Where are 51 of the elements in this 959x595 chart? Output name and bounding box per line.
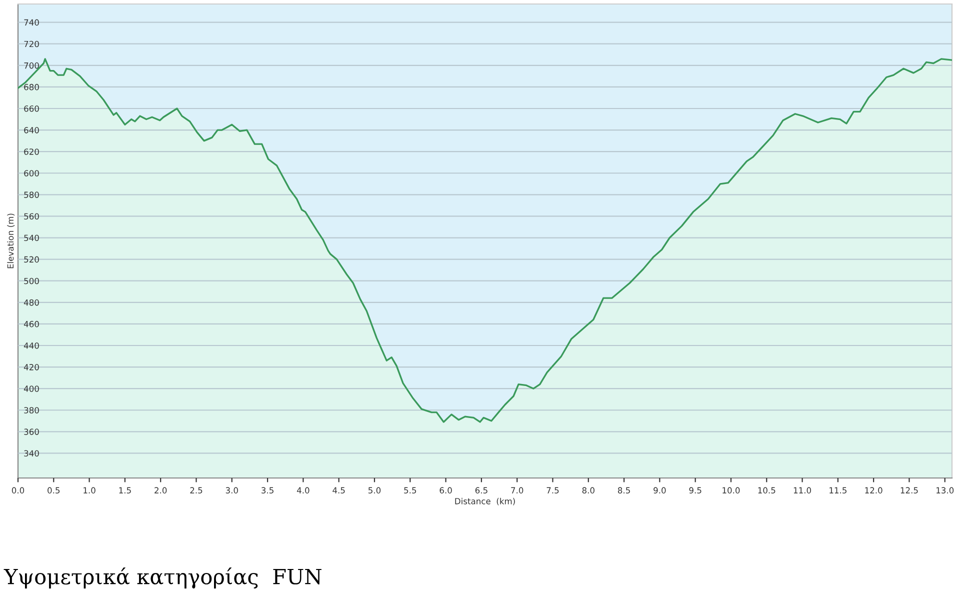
x-tick-label: 3.0 (226, 487, 238, 494)
y-tick-label: 480 (24, 299, 39, 306)
x-tick-label: 6.0 (440, 487, 452, 494)
x-tick-label: 2.0 (154, 487, 167, 494)
y-tick-label: 620 (24, 148, 39, 155)
text: Υψομετρικά κατηγορίας FUN (4, 567, 322, 588)
y-tick-label: 740 (24, 19, 39, 26)
y-tick-label: 660 (24, 105, 39, 112)
x-tick-label: 13.0 (936, 487, 954, 494)
y-tick-label: 440 (24, 342, 39, 349)
y-tick-label: 400 (24, 386, 39, 392)
y-tick-label: 520 (24, 256, 39, 263)
x-tick-label: 12.0 (865, 487, 882, 494)
y-tick-label: 560 (24, 213, 39, 220)
x-tick-label: 6.5 (475, 487, 488, 494)
x-tick-label: 11.0 (794, 487, 811, 494)
x-tick-label: 1.0 (84, 487, 96, 494)
x-tick-label: 5.5 (404, 487, 416, 494)
y-tick-label: 380 (24, 407, 39, 414)
y-tick-label: 720 (24, 40, 39, 48)
x-tick-label: 0.0 (12, 487, 24, 494)
y-tick-label: 640 (24, 127, 39, 134)
x-tick-label: 9.5 (689, 487, 702, 494)
x-tick-label: 8.5 (618, 487, 630, 494)
x-tick-label: 12.5 (900, 487, 918, 494)
x-axis-title: Distance (km) (455, 498, 515, 506)
x-tick-label: 10.5 (758, 487, 776, 494)
x-tick-label: 3.5 (262, 487, 274, 494)
y-tick-label: 420 (24, 364, 39, 370)
y-tick-label: 360 (24, 428, 39, 435)
x-tick-label: 5.0 (368, 487, 381, 494)
x-tick-label: 9.0 (654, 487, 666, 494)
y-tick-label: 600 (24, 170, 39, 176)
y-tick-label: 680 (24, 84, 39, 90)
x-tick-label: 1.5 (119, 487, 131, 494)
x-tick-label: 10.0 (722, 487, 740, 494)
x-tick-label: 7.5 (546, 487, 559, 494)
y-tick-label: 700 (24, 62, 39, 69)
y-axis-title: Elevation (m) (7, 214, 15, 268)
x-tick-label: 0.5 (48, 487, 60, 494)
y-tick-label: 340 (24, 450, 39, 457)
y-tick-label: 540 (24, 234, 39, 242)
x-tick-label: 11.5 (830, 487, 846, 494)
x-tick-label: 2.5 (190, 487, 202, 494)
y-tick-label: 500 (24, 278, 39, 284)
x-tick-label: 8.0 (582, 487, 594, 494)
x-tick-label: 4.0 (296, 487, 310, 494)
y-tick-label: 460 (24, 320, 39, 328)
x-tick-label: 4.5 (332, 487, 345, 494)
x-tick-label: 7.0 (511, 487, 524, 494)
y-tick-label: 580 (24, 192, 39, 198)
